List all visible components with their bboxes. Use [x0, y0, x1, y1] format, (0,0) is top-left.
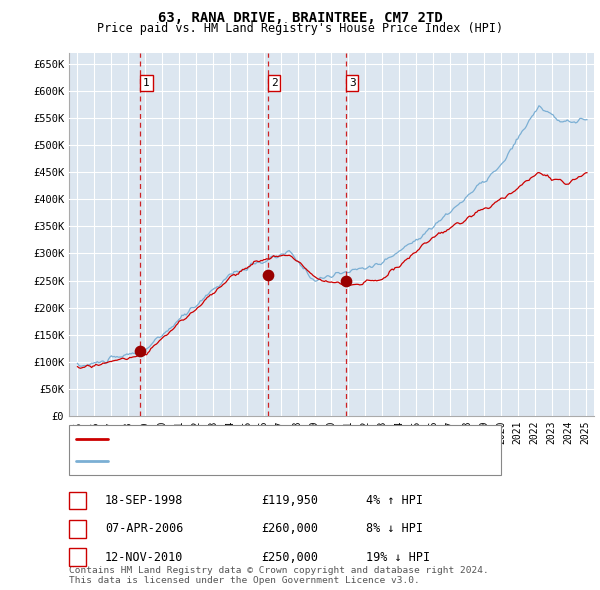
Text: 4% ↑ HPI: 4% ↑ HPI: [366, 494, 423, 507]
Text: 12-NOV-2010: 12-NOV-2010: [105, 550, 184, 563]
Point: [136, 346, 145, 356]
Text: 63, RANA DRIVE, BRAINTREE, CM7 2TD: 63, RANA DRIVE, BRAINTREE, CM7 2TD: [158, 11, 442, 25]
Text: 63, RANA DRIVE, BRAINTREE, CM7 2TD (detached house): 63, RANA DRIVE, BRAINTREE, CM7 2TD (deta…: [114, 434, 458, 444]
Text: 1: 1: [143, 78, 150, 88]
Point: [263, 270, 273, 280]
Text: 3: 3: [349, 78, 356, 88]
Text: £250,000: £250,000: [261, 550, 318, 563]
Text: 2: 2: [74, 522, 81, 535]
Text: 2: 2: [271, 78, 278, 88]
Text: 3: 3: [74, 550, 81, 563]
Text: Price paid vs. HM Land Registry's House Price Index (HPI): Price paid vs. HM Land Registry's House …: [97, 22, 503, 35]
Text: 8% ↓ HPI: 8% ↓ HPI: [366, 522, 423, 535]
Point: [341, 276, 351, 286]
Text: Contains HM Land Registry data © Crown copyright and database right 2024.
This d: Contains HM Land Registry data © Crown c…: [69, 566, 489, 585]
Text: £119,950: £119,950: [261, 494, 318, 507]
Text: 07-APR-2006: 07-APR-2006: [105, 522, 184, 535]
Text: 18-SEP-1998: 18-SEP-1998: [105, 494, 184, 507]
Text: 19% ↓ HPI: 19% ↓ HPI: [366, 550, 430, 563]
Text: 1: 1: [74, 494, 81, 507]
Text: £260,000: £260,000: [261, 522, 318, 535]
Text: HPI: Average price, detached house, Braintree: HPI: Average price, detached house, Brai…: [114, 456, 418, 466]
